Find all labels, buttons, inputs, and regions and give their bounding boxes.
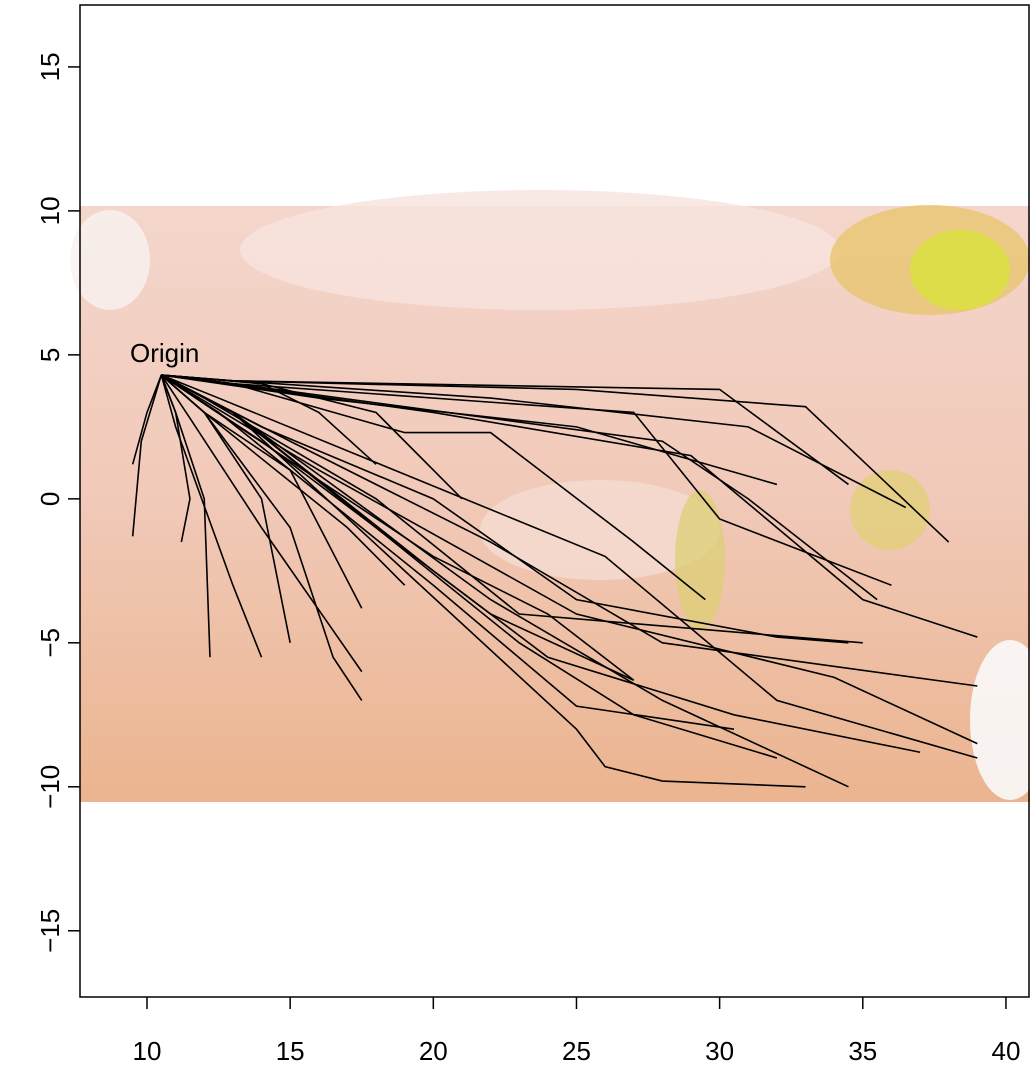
x-tick-label: 30 — [705, 1036, 734, 1066]
x-tick-label: 15 — [276, 1036, 305, 1066]
chart: Origin 10 15 20 25 30 35 40 −15 −10 −5 0 5 10 15 — [0, 0, 1030, 1072]
raster — [70, 190, 1030, 802]
y-tick-label: 15 — [35, 52, 65, 81]
x-tick-label: 20 — [419, 1036, 448, 1066]
y-tick-label: 5 — [35, 348, 65, 362]
x-tick-label: 10 — [133, 1036, 162, 1066]
x-tick-label: 25 — [562, 1036, 591, 1066]
y-tick-label: −10 — [35, 765, 65, 809]
y-tick-label: 10 — [35, 196, 65, 225]
x-tick-label: 40 — [991, 1036, 1020, 1066]
x-tick-label: 35 — [848, 1036, 877, 1066]
y-tick-label: −5 — [35, 628, 65, 658]
y-tick-label: −15 — [35, 909, 65, 953]
y-tick-label: 0 — [35, 492, 65, 506]
annotation: Origin — [130, 338, 199, 368]
